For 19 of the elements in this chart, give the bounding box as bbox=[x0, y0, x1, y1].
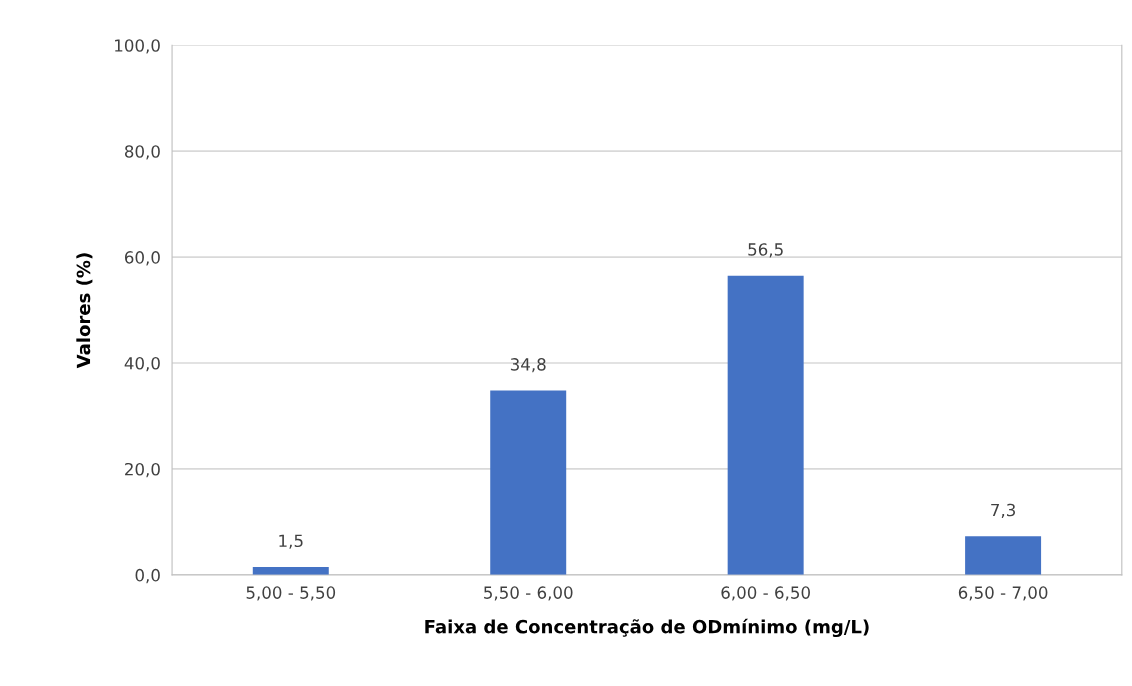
bar bbox=[727, 275, 804, 575]
data-label: 56,5 bbox=[748, 243, 783, 258]
y-tick-label: 60,0 bbox=[125, 251, 160, 266]
x-tick-label: 6,00 - 6,50 bbox=[721, 586, 810, 601]
bar bbox=[965, 536, 1042, 575]
x-tick-label: 5,50 - 6,00 bbox=[484, 586, 573, 601]
data-label: 7,3 bbox=[991, 503, 1016, 519]
y-tick-label: 0,0 bbox=[135, 568, 160, 584]
x-tick-label: 6,50 - 7,00 bbox=[958, 586, 1048, 601]
data-label: 34,8 bbox=[510, 358, 546, 373]
data-label: 1,5 bbox=[279, 534, 303, 549]
bar bbox=[490, 390, 567, 575]
x-axis-title: Faixa de Concentração de ODmínimo (mg/L) bbox=[425, 618, 869, 638]
y-tick-label: 100,0 bbox=[115, 39, 160, 54]
y-tick-label: 40,0 bbox=[124, 356, 160, 372]
x-tick-label: 5,00 - 5,50 bbox=[246, 586, 336, 601]
y-axis-title: Valores (%) bbox=[76, 253, 93, 369]
y-tick-label: 80,0 bbox=[124, 145, 160, 160]
y-tick-label: 20,0 bbox=[125, 462, 160, 478]
